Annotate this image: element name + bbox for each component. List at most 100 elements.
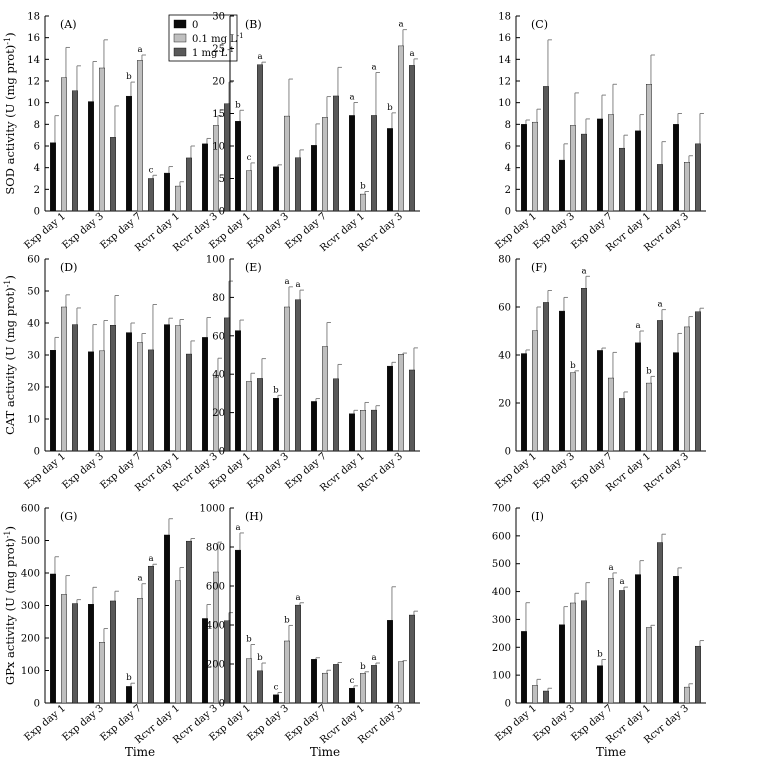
y-tick-label: 400 xyxy=(492,587,511,598)
bar xyxy=(50,142,56,212)
bar xyxy=(273,694,279,704)
significance-letter: b xyxy=(360,182,366,192)
significance-letter: a xyxy=(284,277,289,287)
y-tick-label: 10 xyxy=(212,142,225,153)
bar xyxy=(322,117,328,212)
bar xyxy=(619,147,625,212)
bar xyxy=(333,664,339,704)
legend-label: 0.1 mg L-1 xyxy=(192,32,244,45)
bar xyxy=(235,121,241,212)
legend-label-superscript: -1 xyxy=(227,46,234,54)
bar xyxy=(72,603,78,704)
significance-letter: c xyxy=(247,153,252,163)
legend-label-main: 1 mg L xyxy=(192,48,228,59)
bar xyxy=(673,576,679,704)
panel-label: (C) xyxy=(531,18,548,31)
y-tick-label: 200 xyxy=(206,660,225,671)
y-axis-label-main: SOD activity (U (mg prot) xyxy=(3,45,17,195)
bar xyxy=(532,330,538,452)
significance-letter: b xyxy=(235,100,241,110)
legend-label-superscript: -1 xyxy=(237,32,244,40)
bar xyxy=(137,342,143,452)
bar xyxy=(126,332,132,452)
y-tick-label: 8 xyxy=(34,120,40,131)
significance-letter: c xyxy=(149,165,154,175)
bar xyxy=(619,590,625,704)
bar xyxy=(72,324,78,452)
bar xyxy=(99,67,105,212)
y-tick-label: 16 xyxy=(498,33,511,44)
y-tick-label: 2 xyxy=(505,185,511,196)
bar xyxy=(99,350,105,452)
y-tick-label: 0 xyxy=(219,447,225,458)
significance-letter: b xyxy=(257,653,263,663)
bar xyxy=(213,374,219,452)
x-tick-label: Exp day 3 xyxy=(60,211,105,252)
y-tick-label: 40 xyxy=(212,370,225,381)
bar xyxy=(257,378,263,452)
panel-label: (I) xyxy=(531,510,544,523)
significance-letter: a xyxy=(581,266,586,276)
y-tick-label: 600 xyxy=(206,582,225,593)
bar xyxy=(257,64,263,212)
bar xyxy=(581,133,587,212)
bar xyxy=(673,352,679,452)
bar xyxy=(61,594,67,704)
y-tick-label: 25 xyxy=(212,44,225,55)
bar xyxy=(257,670,263,704)
bar xyxy=(235,549,241,704)
bar xyxy=(532,685,538,704)
bar xyxy=(349,687,355,704)
bar xyxy=(164,534,170,704)
y-tick-label: 60 xyxy=(498,303,511,314)
x-tick-label: Exp day 3 xyxy=(531,211,576,252)
significance-letter: b xyxy=(273,385,279,395)
y-axis-label: GPx activity (U (mg prot)-1) xyxy=(3,526,17,685)
y-tick-label: 100 xyxy=(492,671,511,682)
bar xyxy=(657,164,663,212)
bar xyxy=(284,115,290,212)
y-tick-label: 4 xyxy=(34,163,40,174)
y-tick-label: 200 xyxy=(492,643,511,654)
y-tick-label: 14 xyxy=(27,55,40,66)
y-axis-label-close: ) xyxy=(3,526,17,531)
significance-letter: a xyxy=(371,63,376,73)
legend-swatch xyxy=(173,19,187,29)
y-axis-label-close: ) xyxy=(3,275,17,280)
bar xyxy=(646,84,652,212)
y-tick-label: 0 xyxy=(505,699,511,710)
legend-swatch xyxy=(173,33,187,43)
y-tick-label: 14 xyxy=(498,55,511,66)
bar xyxy=(137,60,143,212)
y-tick-label: 12 xyxy=(27,77,40,88)
y-tick-label: 18 xyxy=(27,12,40,23)
significance-letter: a xyxy=(235,523,240,533)
y-tick-label: 1000 xyxy=(200,504,225,515)
bar xyxy=(521,124,527,212)
significance-letter: a xyxy=(398,20,403,30)
y-tick-label: 200 xyxy=(21,634,40,645)
bar xyxy=(360,410,366,452)
y-tick-label: 5 xyxy=(219,174,225,185)
bar xyxy=(295,157,301,212)
significance-letter: b xyxy=(246,635,252,645)
bar xyxy=(311,145,317,212)
x-tick-label: Exp day 1 xyxy=(493,703,538,744)
y-tick-label: 0 xyxy=(219,207,225,218)
significance-letter: a xyxy=(148,554,153,564)
bar xyxy=(273,166,279,212)
bar xyxy=(570,602,576,704)
bar xyxy=(175,185,181,212)
bar xyxy=(559,159,565,212)
bar xyxy=(186,157,192,212)
bar xyxy=(635,342,641,452)
y-tick-label: 40 xyxy=(498,351,511,362)
bar xyxy=(148,349,154,452)
bar xyxy=(371,665,377,704)
